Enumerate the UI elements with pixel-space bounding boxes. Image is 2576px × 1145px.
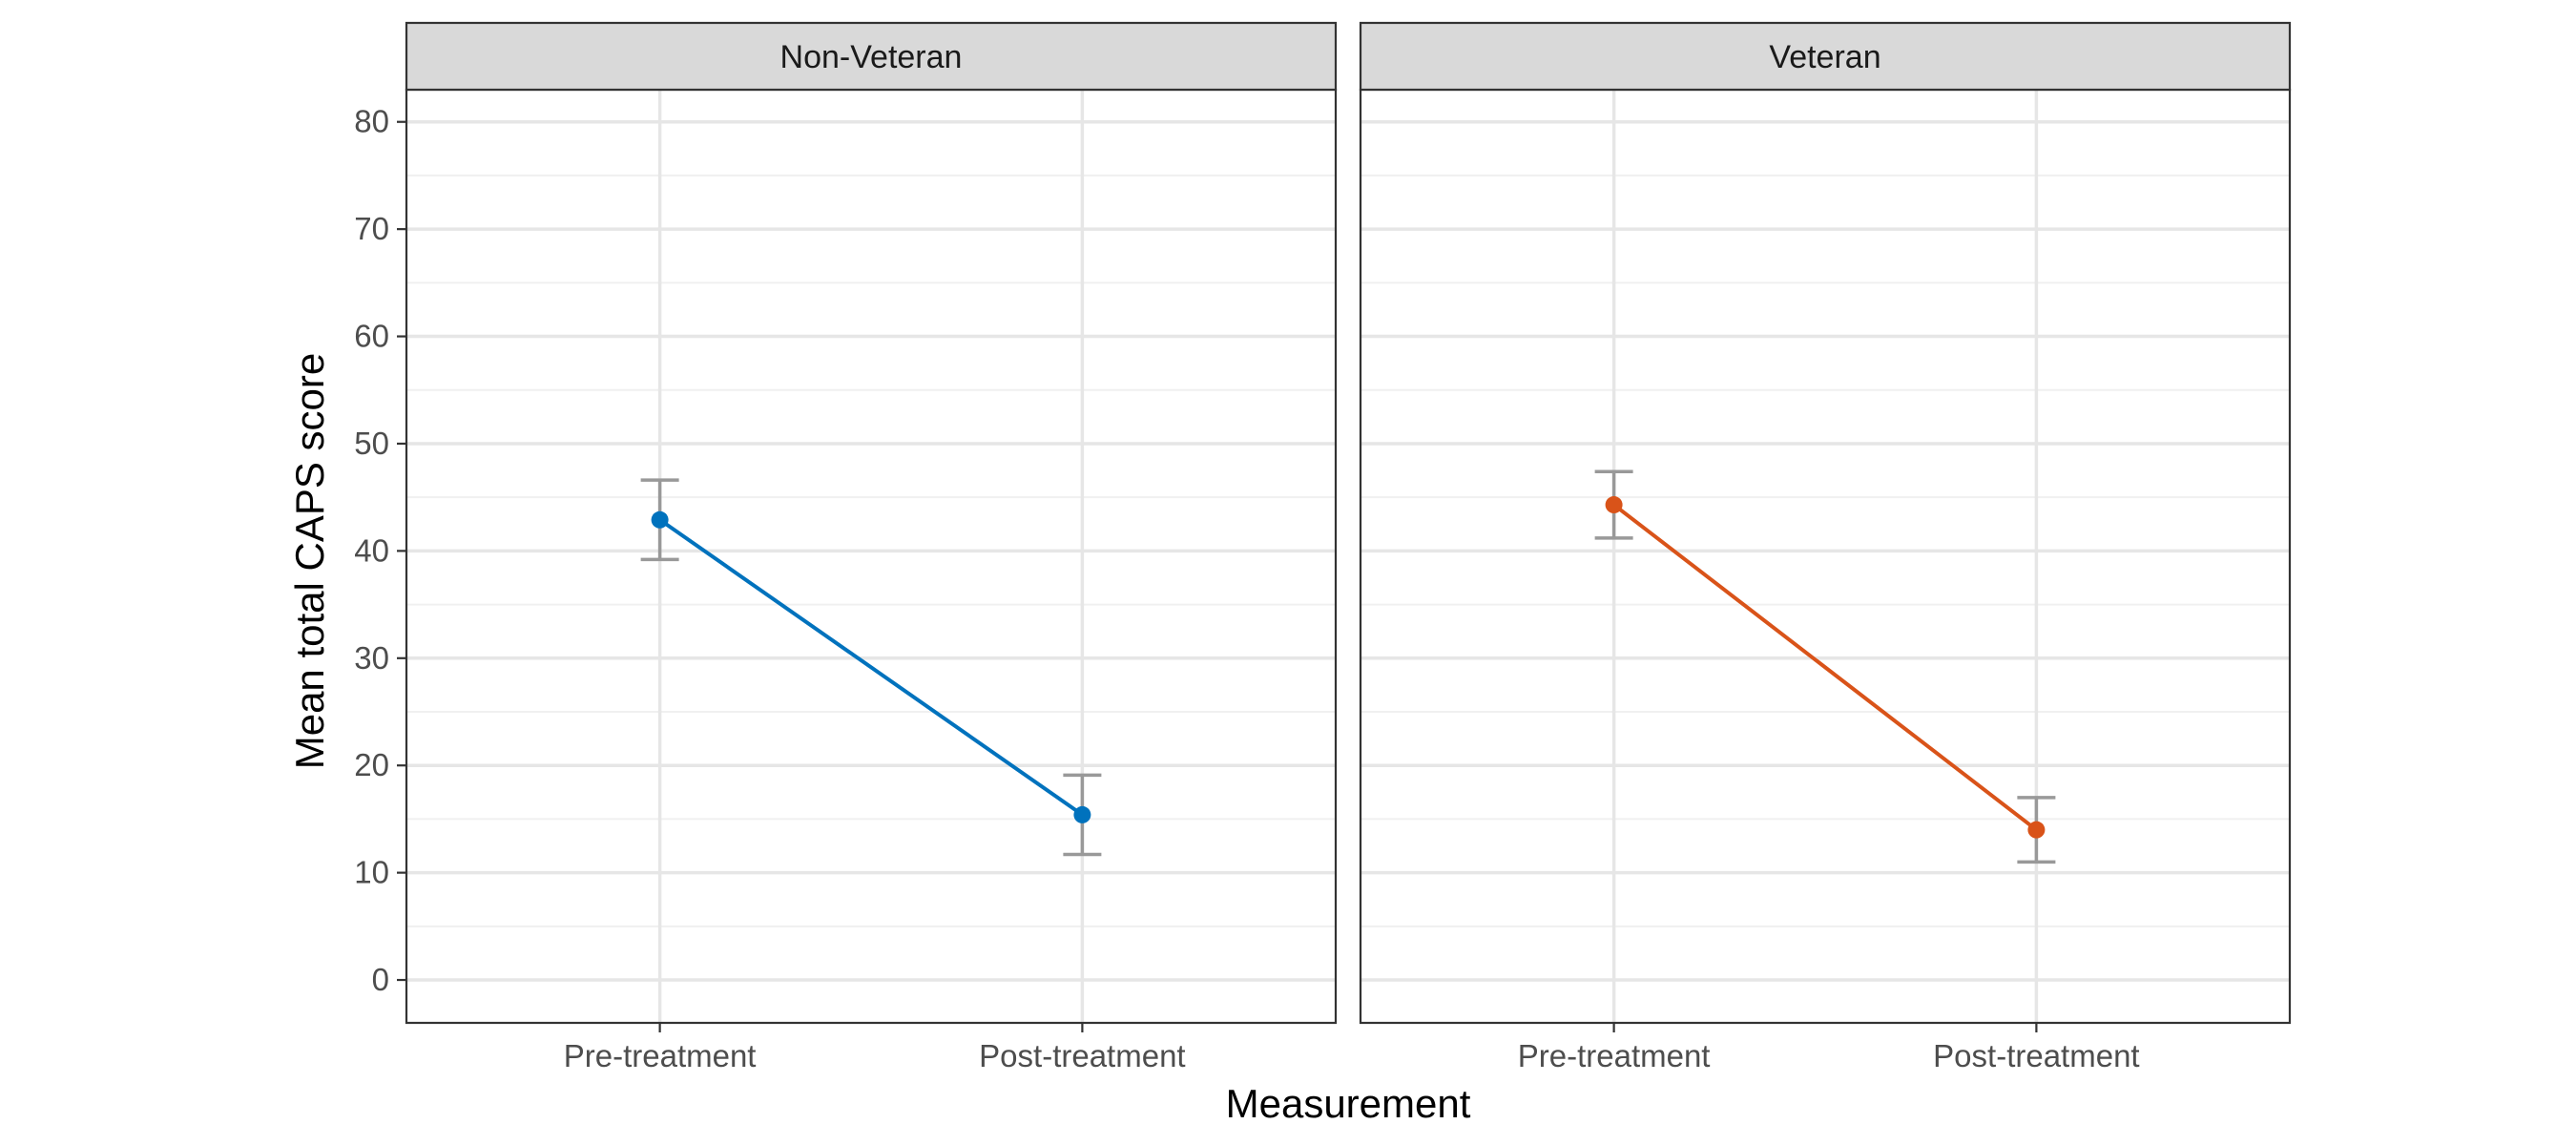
facet-strip [1359,21,2292,92]
facet-panel-non-veteran: Non-Veteran Pre-treatment Post-treatment [405,21,1338,1073]
facet-strip-label: Veteran [1769,39,1880,75]
facet-strip-label: Non-Veteran [780,39,963,75]
x-tick-label: Pre-treatment [1518,1038,1711,1073]
series-line [658,518,1084,817]
x-tick-label: Post-treatment [1933,1038,2139,1073]
x-axis-title: Measurement [1226,1081,1471,1126]
data-point [1605,496,1623,514]
y-tick-label: 60 [354,319,389,354]
y-tick-label: 20 [354,747,389,782]
data-point [2027,821,2046,839]
y-tick-label: 70 [354,211,389,246]
y-tick-label: 30 [354,640,389,676]
facet-strip [405,21,1338,92]
series-line [1612,503,2038,832]
y-tick-label: 40 [354,532,389,568]
x-tick-label: Pre-treatment [564,1038,757,1073]
x-tick-label: Post-treatment [979,1038,1185,1073]
y-tick-label: 0 [372,962,389,997]
data-point [1073,805,1091,823]
y-axis-title: Mean total CAPS score [287,353,332,770]
y-tick-label: 10 [354,855,389,890]
data-point [651,510,669,529]
panel-background [1361,90,2290,1023]
facet-panel-veteran: Veteran Pre-treatment Post-treatment [1359,21,2292,1073]
y-tick-label: 80 [354,104,389,139]
y-axis: 0 10 20 30 40 50 60 70 80 [354,104,406,997]
y-tick-label: 50 [354,426,389,461]
panel-background [406,90,1336,1023]
